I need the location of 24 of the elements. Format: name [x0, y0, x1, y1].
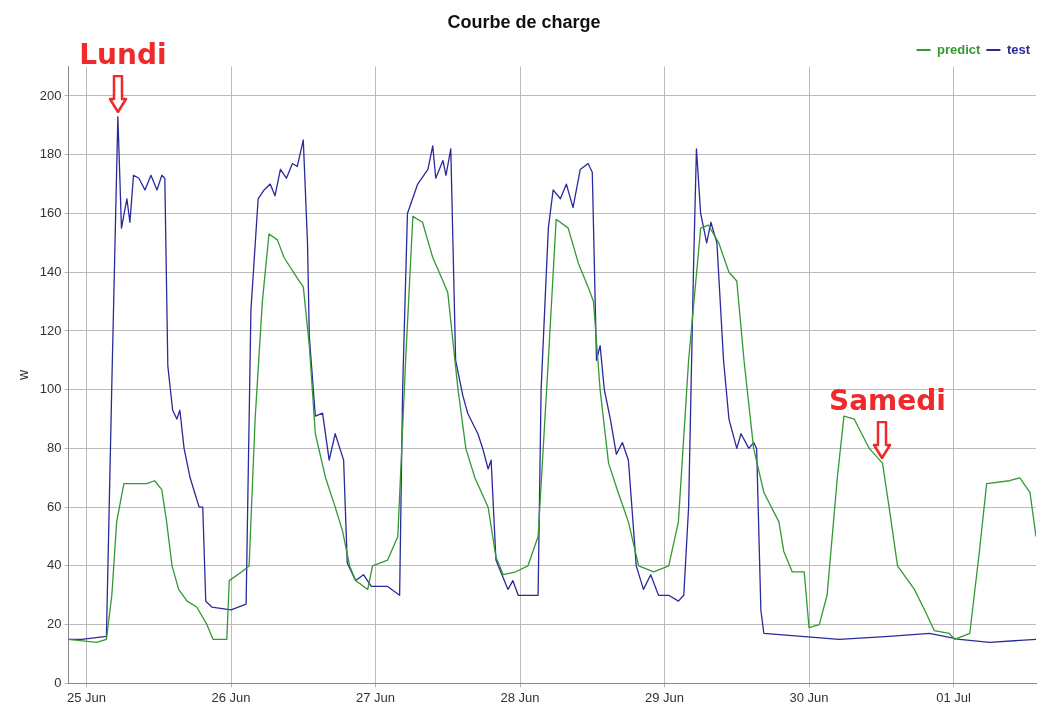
chart-title: Courbe de charge — [447, 11, 601, 32]
y-tick-label: 140 — [39, 263, 62, 279]
y-tick-label: 60 — [47, 498, 62, 514]
legend-label: predict — [937, 41, 982, 57]
y-tick-label: 160 — [39, 205, 62, 221]
x-tick-label: 26 Jun — [211, 689, 251, 705]
y-tick-label: 0 — [54, 674, 62, 690]
x-tick-label: 30 Jun — [789, 689, 829, 705]
y-tick-label: 200 — [39, 87, 62, 103]
annotation: Samedi — [829, 384, 946, 418]
x-tick-label: 28 Jun — [500, 689, 540, 705]
legend-label: test — [1006, 41, 1031, 57]
x-tick-label: 29 Jun — [645, 689, 685, 705]
y-tick-label: 120 — [39, 322, 62, 338]
y-tick-label: 80 — [47, 440, 62, 456]
y-tick-label: 20 — [47, 616, 62, 632]
x-tick-label: 25 Jun — [67, 689, 107, 705]
y-tick-label: 180 — [39, 146, 62, 162]
x-tick-label: 27 Jun — [356, 689, 396, 705]
y-tick-label: 100 — [39, 381, 62, 397]
y-axis-title: w — [15, 369, 32, 382]
x-tick-label: 01 Jul — [936, 689, 971, 705]
y-tick-label: 40 — [47, 557, 62, 573]
annotation: Lundi — [79, 37, 167, 71]
